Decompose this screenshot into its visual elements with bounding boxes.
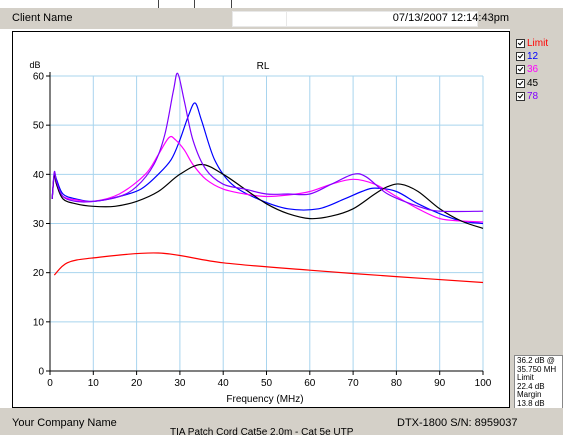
client-name: Client Name bbox=[12, 12, 73, 24]
plot-frame: 0 10 20 30 40 50 60 70 80 90 100 0 10 20 30 40 50 60 RL d… bbox=[12, 31, 510, 408]
legend-checkbox[interactable] bbox=[516, 51, 525, 61]
x-tick-label: 100 bbox=[475, 378, 492, 389]
header-field bbox=[232, 11, 288, 27]
tick-mark bbox=[231, 0, 232, 8]
tick-mark bbox=[158, 0, 159, 8]
x-tick-label: 20 bbox=[131, 378, 143, 389]
report-footer bbox=[0, 408, 563, 435]
series-line-12 bbox=[51, 102, 484, 225]
legend-checkbox[interactable] bbox=[516, 38, 525, 48]
x-tick-label: 90 bbox=[434, 378, 446, 389]
rl-chart: 0 10 20 30 40 50 60 70 80 90 100 0 10 20 30 40 50 60 RL d… bbox=[29, 60, 492, 405]
readout-limit-value: 22.4 dB bbox=[517, 381, 545, 391]
legend-label: 36 bbox=[527, 63, 539, 75]
y-tick-label: 30 bbox=[33, 219, 45, 230]
y-tick-label: 0 bbox=[38, 367, 44, 378]
legend-checkbox[interactable] bbox=[516, 78, 525, 88]
legend-item-78[interactable]: 78 bbox=[516, 90, 538, 102]
series-line-36 bbox=[51, 135, 484, 223]
y-tick-label: 20 bbox=[33, 268, 45, 279]
y-axis-label: dB bbox=[29, 60, 40, 70]
series-line-limit bbox=[53, 252, 484, 284]
top-strip bbox=[0, 0, 563, 8]
legend-label: 12 bbox=[527, 50, 539, 62]
company-name: Your Company Name bbox=[12, 417, 117, 429]
x-tick-label: 10 bbox=[88, 378, 100, 389]
x-tick-label: 0 bbox=[47, 378, 53, 389]
tick-mark bbox=[194, 0, 195, 8]
device-serial: DTX-1800 S/N: 8959037 bbox=[397, 417, 518, 429]
readout-limit-label: Limit bbox=[517, 373, 534, 382]
x-tick-label: 80 bbox=[391, 378, 403, 389]
cable-label: TIA Patch Cord Cat5e 2.0m - Cat 5e UTP bbox=[170, 427, 354, 438]
legend-item-limit[interactable]: Limit bbox=[516, 37, 548, 49]
legend-checkbox[interactable] bbox=[516, 64, 525, 74]
readout-value: 36.2 dB @ bbox=[517, 356, 555, 365]
legend-label: Limit bbox=[527, 37, 549, 49]
axes-layer: 0 10 20 30 40 50 60 70 80 90 100 0 10 20 30 40 50 60 bbox=[33, 72, 492, 390]
y-tick-label: 60 bbox=[33, 72, 45, 83]
series-layer bbox=[51, 72, 484, 284]
test-datetime: 07/13/2007 12:14:43pm bbox=[392, 12, 509, 24]
header-field bbox=[286, 11, 478, 27]
legend-item-36[interactable]: 36 bbox=[516, 63, 538, 75]
x-tick-label: 60 bbox=[304, 378, 316, 389]
report-header: Client Name 07/13/2007 12:14:43pm bbox=[0, 8, 563, 29]
readout-margin-label: Margin bbox=[517, 390, 542, 399]
readout-margin-value: 13.8 dB bbox=[517, 398, 545, 408]
chart-title: RL bbox=[257, 61, 270, 72]
x-axis-label: Frequency (MHz) bbox=[226, 394, 303, 405]
series-line-78 bbox=[51, 72, 484, 213]
grid-layer bbox=[50, 75, 484, 371]
x-tick-label: 70 bbox=[348, 378, 360, 389]
x-tick-label: 30 bbox=[174, 378, 186, 389]
y-tick-label: 50 bbox=[33, 121, 45, 132]
x-tick-label: 40 bbox=[218, 378, 230, 389]
legend-label: 45 bbox=[527, 77, 539, 89]
y-tick-label: 40 bbox=[33, 170, 45, 181]
y-tick-label: 10 bbox=[33, 317, 45, 328]
legend-label: 78 bbox=[527, 90, 539, 102]
readout-frequency: 35.750 MH bbox=[517, 364, 557, 374]
x-tick-label: 50 bbox=[261, 378, 273, 389]
legend-checkbox[interactable] bbox=[516, 91, 525, 101]
legend-item-12[interactable]: 12 bbox=[516, 50, 538, 62]
legend-item-45[interactable]: 45 bbox=[516, 77, 538, 89]
cursor-readout: 36.2 dB @ 35.750 MH Limit 22.4 dB Margin… bbox=[514, 355, 563, 417]
